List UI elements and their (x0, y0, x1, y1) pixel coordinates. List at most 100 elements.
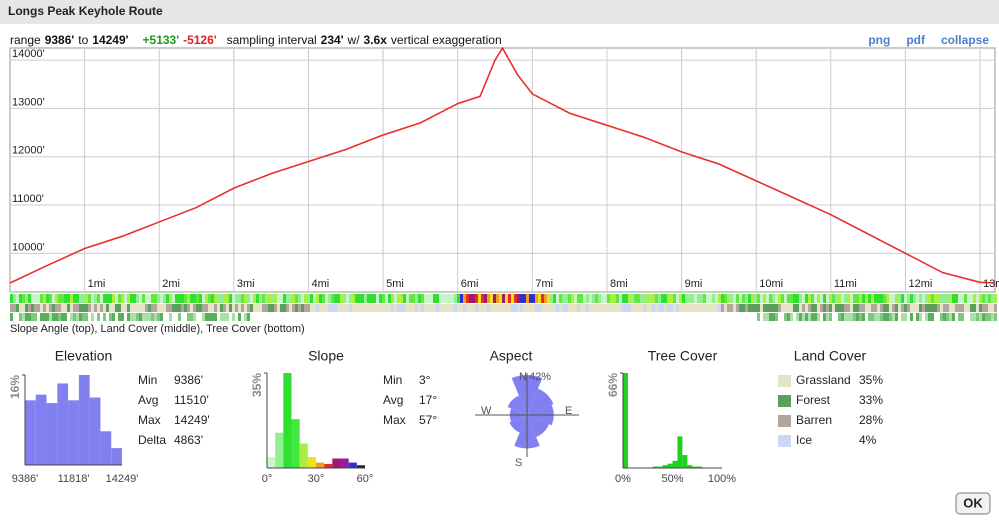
slope-strip (355, 294, 358, 303)
tree-strip (121, 313, 124, 321)
tree-strip (538, 313, 541, 321)
link[interactable]: png (868, 33, 891, 47)
tree-strip (580, 313, 583, 321)
slope-strip (283, 294, 286, 303)
legend-name: Grassland (796, 373, 851, 387)
link[interactable]: collapse (940, 33, 989, 47)
land-strip (517, 304, 520, 312)
slope-strip (859, 294, 862, 303)
tree-strip (211, 313, 214, 321)
slope-strip (943, 294, 946, 303)
land-strip (940, 304, 943, 312)
tree-strip (109, 313, 112, 321)
hist-bar (332, 458, 341, 468)
slope-strip (814, 294, 817, 303)
tree-strip (379, 313, 382, 321)
tree-strip (841, 313, 844, 321)
tree-strip (937, 313, 940, 321)
slope-strip (784, 294, 787, 303)
slope-strip (406, 294, 409, 303)
land-strip (652, 304, 655, 312)
slope-strip (187, 294, 190, 303)
legend-pct: 28% (859, 413, 883, 427)
summary: range 9386' to 14249' +5133' -5126' sampling i… (10, 33, 506, 47)
slope-strip (763, 294, 766, 303)
tree-strip (898, 313, 901, 321)
tree-strip (874, 313, 877, 321)
slope-strip (874, 294, 877, 303)
tree-strip (448, 313, 451, 321)
slope-strip (301, 294, 304, 303)
stat-value: 17° (419, 393, 437, 407)
slope-strip (175, 294, 178, 303)
tree-strip (862, 313, 865, 321)
slope-strip (118, 294, 121, 303)
slope-strip (337, 294, 340, 303)
tree-strip (742, 313, 745, 321)
land-strip (496, 304, 499, 312)
slope-strip (769, 294, 772, 303)
tree-strip (496, 313, 499, 321)
tree-strip (772, 313, 775, 321)
slope-strip (106, 294, 109, 303)
land-strip (436, 304, 439, 312)
land-strip (853, 304, 856, 312)
land-strip (811, 304, 814, 312)
slope-strip (265, 294, 268, 303)
tree-strip (988, 313, 991, 321)
x-tick-label: 6mi (461, 278, 479, 290)
tree-strip (682, 313, 685, 321)
link[interactable]: pdf (906, 33, 925, 47)
slope-strip (799, 294, 802, 303)
land-strip (361, 304, 364, 312)
land-strip (190, 304, 193, 312)
land-strip (832, 304, 835, 312)
tree-strip (553, 313, 556, 321)
slope-strip (853, 294, 856, 303)
land-strip (760, 304, 763, 312)
tree-strip (220, 313, 223, 321)
tree-strip (115, 313, 118, 321)
land-strip (364, 304, 367, 312)
land-strip (712, 304, 715, 312)
slope-strip (463, 294, 466, 303)
stat-value: 4863' (174, 433, 203, 447)
land-strip (706, 304, 709, 312)
slope-strip (319, 294, 322, 303)
tree-strip (505, 313, 508, 321)
y-tick-label: 11000' (12, 193, 44, 205)
land-strip (154, 304, 157, 312)
slope-strip (91, 294, 94, 303)
y-tick-label: 12000' (12, 145, 45, 157)
land-strip (964, 304, 967, 312)
land-strip (415, 304, 418, 312)
slope-strip (928, 294, 931, 303)
land-strip (139, 304, 142, 312)
land-strip (949, 304, 952, 312)
tree-strip (43, 313, 46, 321)
land-strip (646, 304, 649, 312)
tree-strip (148, 313, 151, 321)
land-strip (187, 304, 190, 312)
tree-strip (631, 313, 634, 321)
tree-strip (853, 313, 856, 321)
tree-strip (547, 313, 550, 321)
slope-strip (724, 294, 727, 303)
tree-strip (292, 313, 295, 321)
slope-strip (226, 294, 229, 303)
tree-strip (463, 313, 466, 321)
tree-strip (334, 313, 337, 321)
tree-strip (706, 313, 709, 321)
tree-strip (199, 313, 202, 321)
land-strip (115, 304, 118, 312)
land-strip (502, 304, 505, 312)
land-strip (568, 304, 571, 312)
slope-strip (781, 294, 784, 303)
land-strip (376, 304, 379, 312)
x-label: 0% (615, 473, 631, 485)
land-strip (610, 304, 613, 312)
tree-strip (184, 313, 187, 321)
hist-bar (662, 465, 668, 468)
slope-strip (160, 294, 163, 303)
ok-button[interactable]: OK (955, 492, 991, 515)
